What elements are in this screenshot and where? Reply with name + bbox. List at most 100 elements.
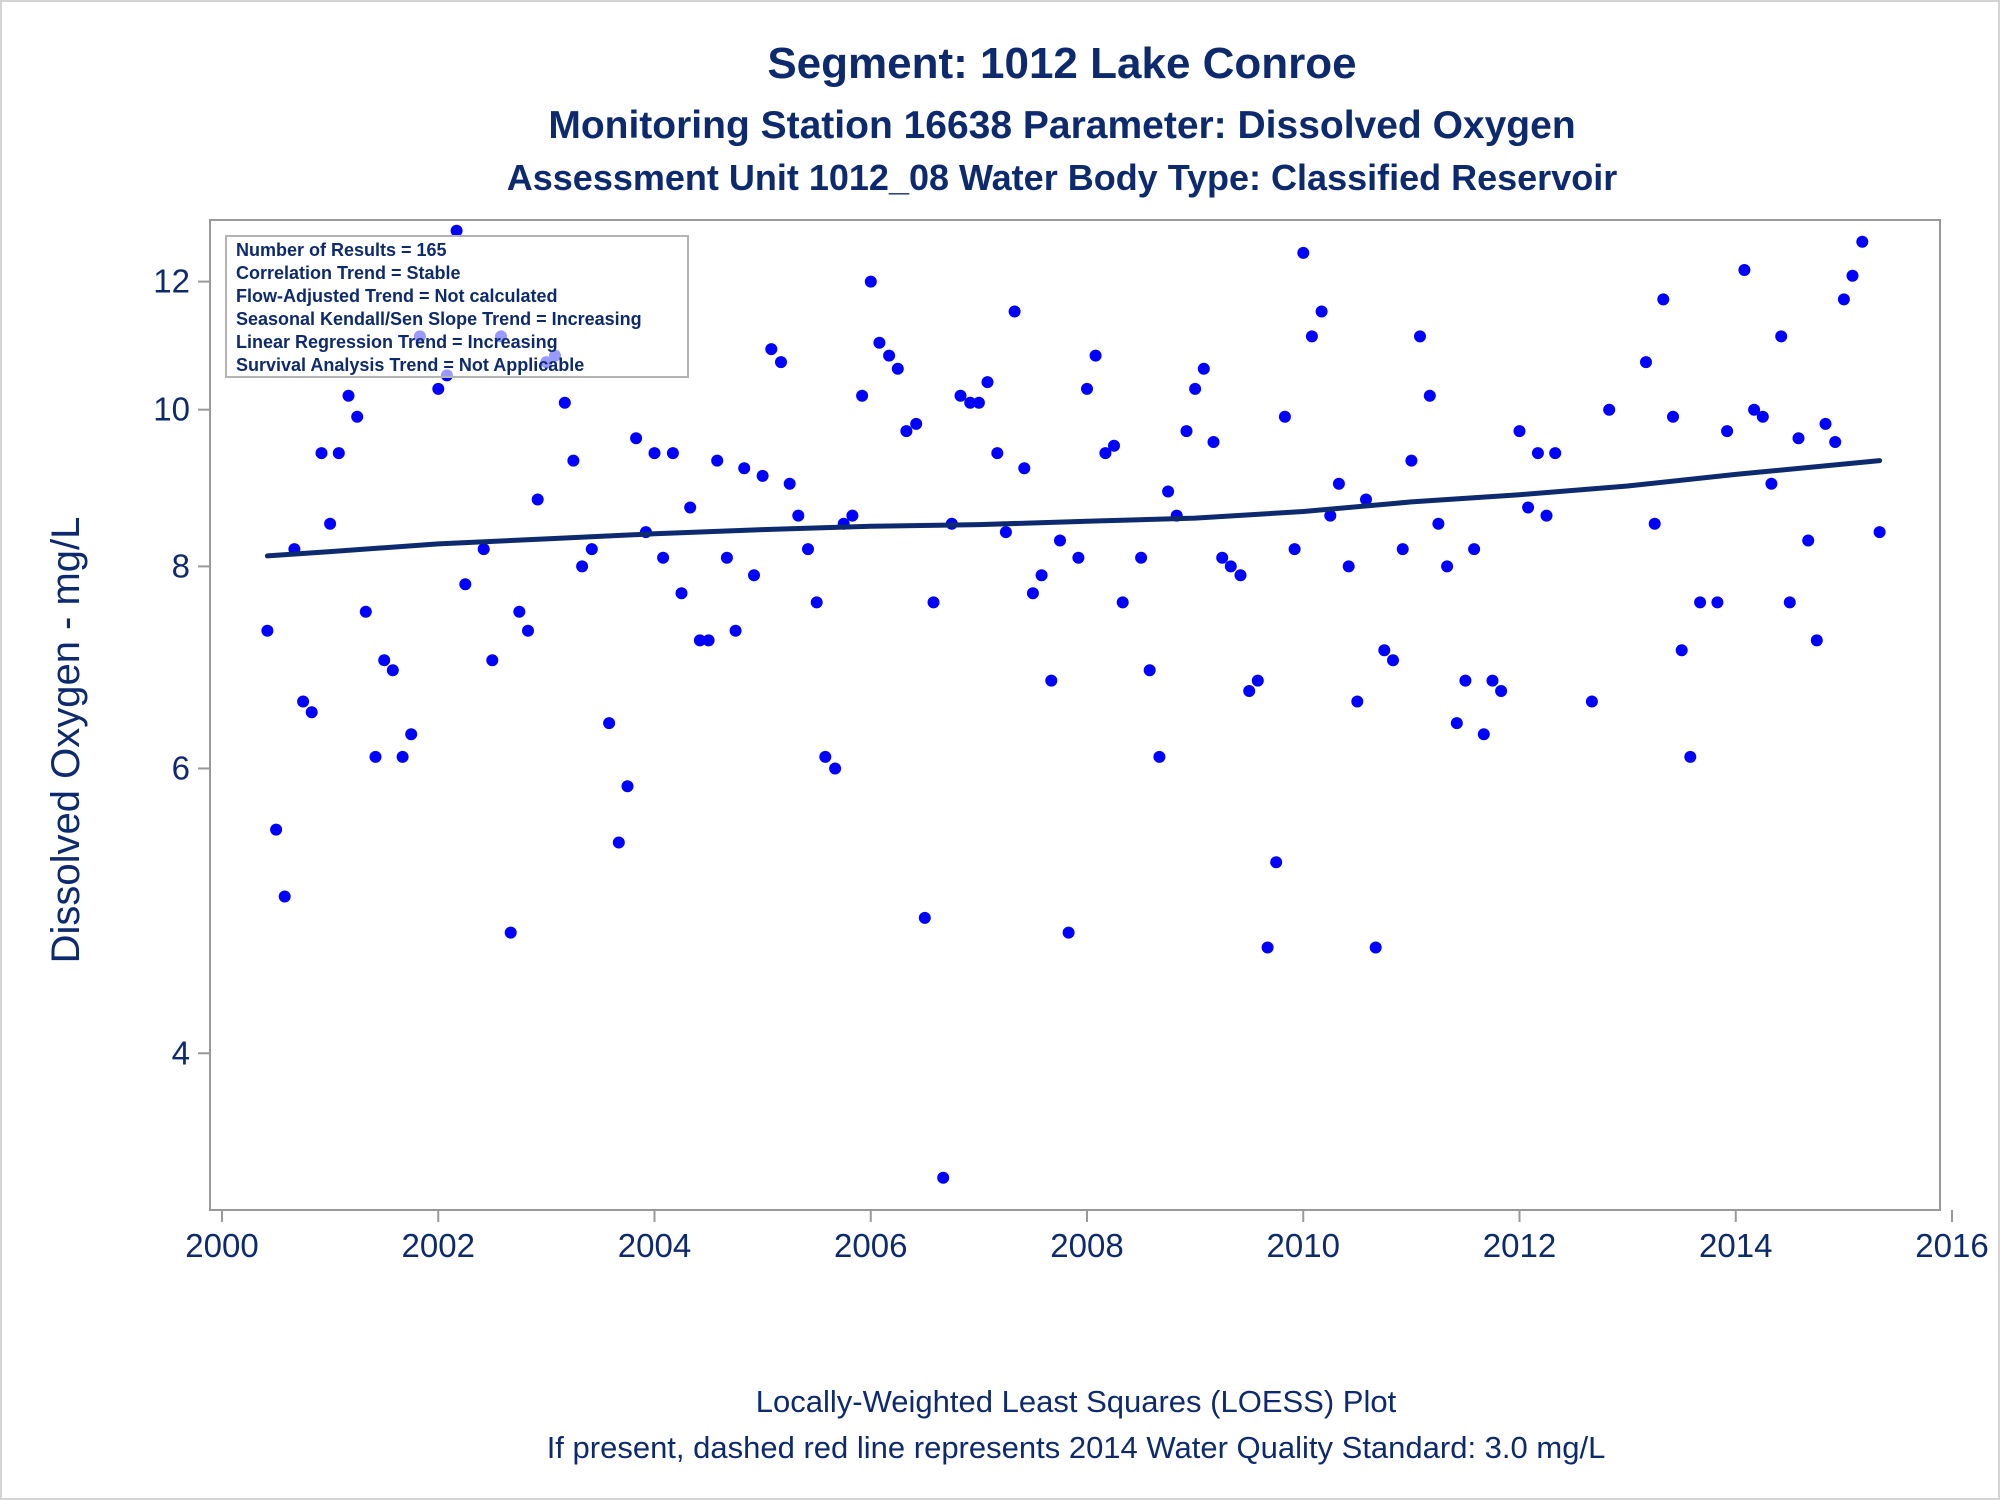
y-tick-label-6: 6 [172, 749, 190, 786]
data-point-100 [1197, 362, 1210, 375]
data-point-140 [1603, 403, 1616, 416]
data-point-143 [1657, 293, 1670, 306]
x-axis: 2000 2002 2004 2006 2008 2010 2012 2014 2016 [185, 1210, 1989, 1264]
data-point-65 [873, 336, 886, 349]
data-point-98 [1180, 425, 1193, 438]
data-point-122 [1396, 543, 1409, 556]
data-point-70 [918, 911, 931, 924]
data-point-18 [432, 382, 445, 395]
data-point-117 [1351, 695, 1364, 708]
x-tick-label-2014: 2014 [1699, 1227, 1772, 1264]
data-point-127 [1441, 560, 1454, 573]
data-point-6 [315, 447, 328, 460]
data-point-67 [891, 362, 904, 375]
data-point-125 [1423, 389, 1436, 402]
data-point-78 [991, 447, 1004, 460]
data-point-131 [1477, 728, 1490, 741]
data-point-72 [937, 1171, 950, 1184]
data-point-23 [486, 654, 499, 667]
data-point-159 [1819, 417, 1832, 430]
data-point-104 [1234, 569, 1247, 582]
stats-line-results: Number of Results = 165 [236, 240, 447, 260]
data-point-82 [1026, 587, 1039, 600]
y-tick-label-12: 12 [153, 263, 190, 300]
stats-line-seasonal-kendall: Seasonal Kendall/Sen Slope Trend = Incre… [236, 309, 642, 329]
y-axis-label: Dissolved Oxygen - mg/L [44, 517, 88, 964]
data-point-76 [972, 396, 985, 409]
data-point-45 [693, 634, 706, 647]
data-point-10 [351, 410, 364, 423]
data-point-133 [1495, 685, 1508, 697]
data-point-144 [1667, 410, 1679, 423]
data-point-71 [927, 596, 940, 609]
data-point-75 [964, 396, 977, 409]
data-point-15 [396, 750, 409, 763]
x-tick-label-2008: 2008 [1050, 1227, 1123, 1264]
data-point-26 [513, 605, 526, 618]
stats-line-correlation: Correlation Trend = Stable [236, 263, 461, 283]
plot-area [209, 219, 1941, 1211]
data-point-37 [621, 780, 634, 793]
scatter-points [261, 224, 1886, 1184]
x-tick-label-2010: 2010 [1267, 1227, 1340, 1264]
data-point-123 [1405, 454, 1418, 467]
data-point-129 [1459, 674, 1472, 687]
chart-subtitle-2: Assessment Unit 1012_08 Water Body Type:… [507, 157, 1617, 198]
data-point-101 [1207, 436, 1220, 448]
data-point-68 [900, 425, 913, 438]
data-point-132 [1486, 674, 1499, 687]
data-point-137 [1540, 509, 1553, 522]
data-point-126 [1432, 517, 1445, 530]
data-point-118 [1360, 493, 1372, 506]
data-point-152 [1756, 410, 1769, 423]
data-point-121 [1387, 654, 1399, 667]
stats-box: Number of Results = 165 Correlation Tren… [225, 235, 689, 378]
data-point-2 [278, 890, 291, 903]
data-point-115 [1332, 477, 1345, 490]
data-point-33 [576, 560, 589, 573]
data-point-53 [765, 343, 778, 356]
data-point-153 [1765, 477, 1778, 490]
data-point-48 [720, 551, 733, 564]
data-point-102 [1216, 551, 1229, 564]
data-point-150 [1738, 264, 1751, 276]
data-point-74 [954, 389, 967, 402]
data-point-27 [522, 624, 534, 637]
data-point-164 [1873, 526, 1886, 539]
data-point-79 [999, 526, 1012, 539]
data-point-83 [1035, 569, 1048, 582]
x-tick-label-2016: 2016 [1915, 1227, 1988, 1264]
data-point-142 [1648, 517, 1661, 530]
data-point-124 [1414, 330, 1426, 343]
data-point-139 [1585, 695, 1598, 708]
y-tick-label-10: 10 [153, 391, 190, 428]
data-point-112 [1305, 330, 1318, 343]
data-point-93 [1135, 551, 1148, 564]
data-point-4 [297, 695, 310, 708]
data-point-149 [1721, 425, 1734, 438]
y-tick-label-8: 8 [172, 547, 190, 584]
data-point-141 [1640, 356, 1652, 369]
data-point-111 [1297, 246, 1310, 259]
data-point-43 [675, 587, 688, 600]
data-point-105 [1243, 685, 1256, 697]
x-tick-label-2012: 2012 [1483, 1227, 1556, 1264]
data-point-90 [1099, 447, 1112, 460]
data-point-80 [1008, 305, 1021, 318]
data-point-14 [386, 664, 399, 677]
data-point-162 [1846, 269, 1859, 282]
data-point-20 [450, 224, 463, 237]
data-point-22 [477, 543, 490, 556]
stats-line-linear-regression: Linear Regression Trend = Increasing [236, 332, 558, 352]
data-point-49 [729, 624, 742, 637]
data-point-36 [612, 836, 625, 849]
data-point-146 [1684, 750, 1697, 763]
data-point-87 [1072, 551, 1085, 564]
data-point-11 [359, 605, 372, 618]
data-point-62 [846, 509, 859, 522]
data-point-85 [1054, 534, 1066, 547]
data-point-5 [305, 706, 318, 719]
stats-line-flow-adjusted: Flow-Adjusted Trend = Not calculated [236, 286, 558, 306]
stats-box-frame [225, 235, 689, 378]
